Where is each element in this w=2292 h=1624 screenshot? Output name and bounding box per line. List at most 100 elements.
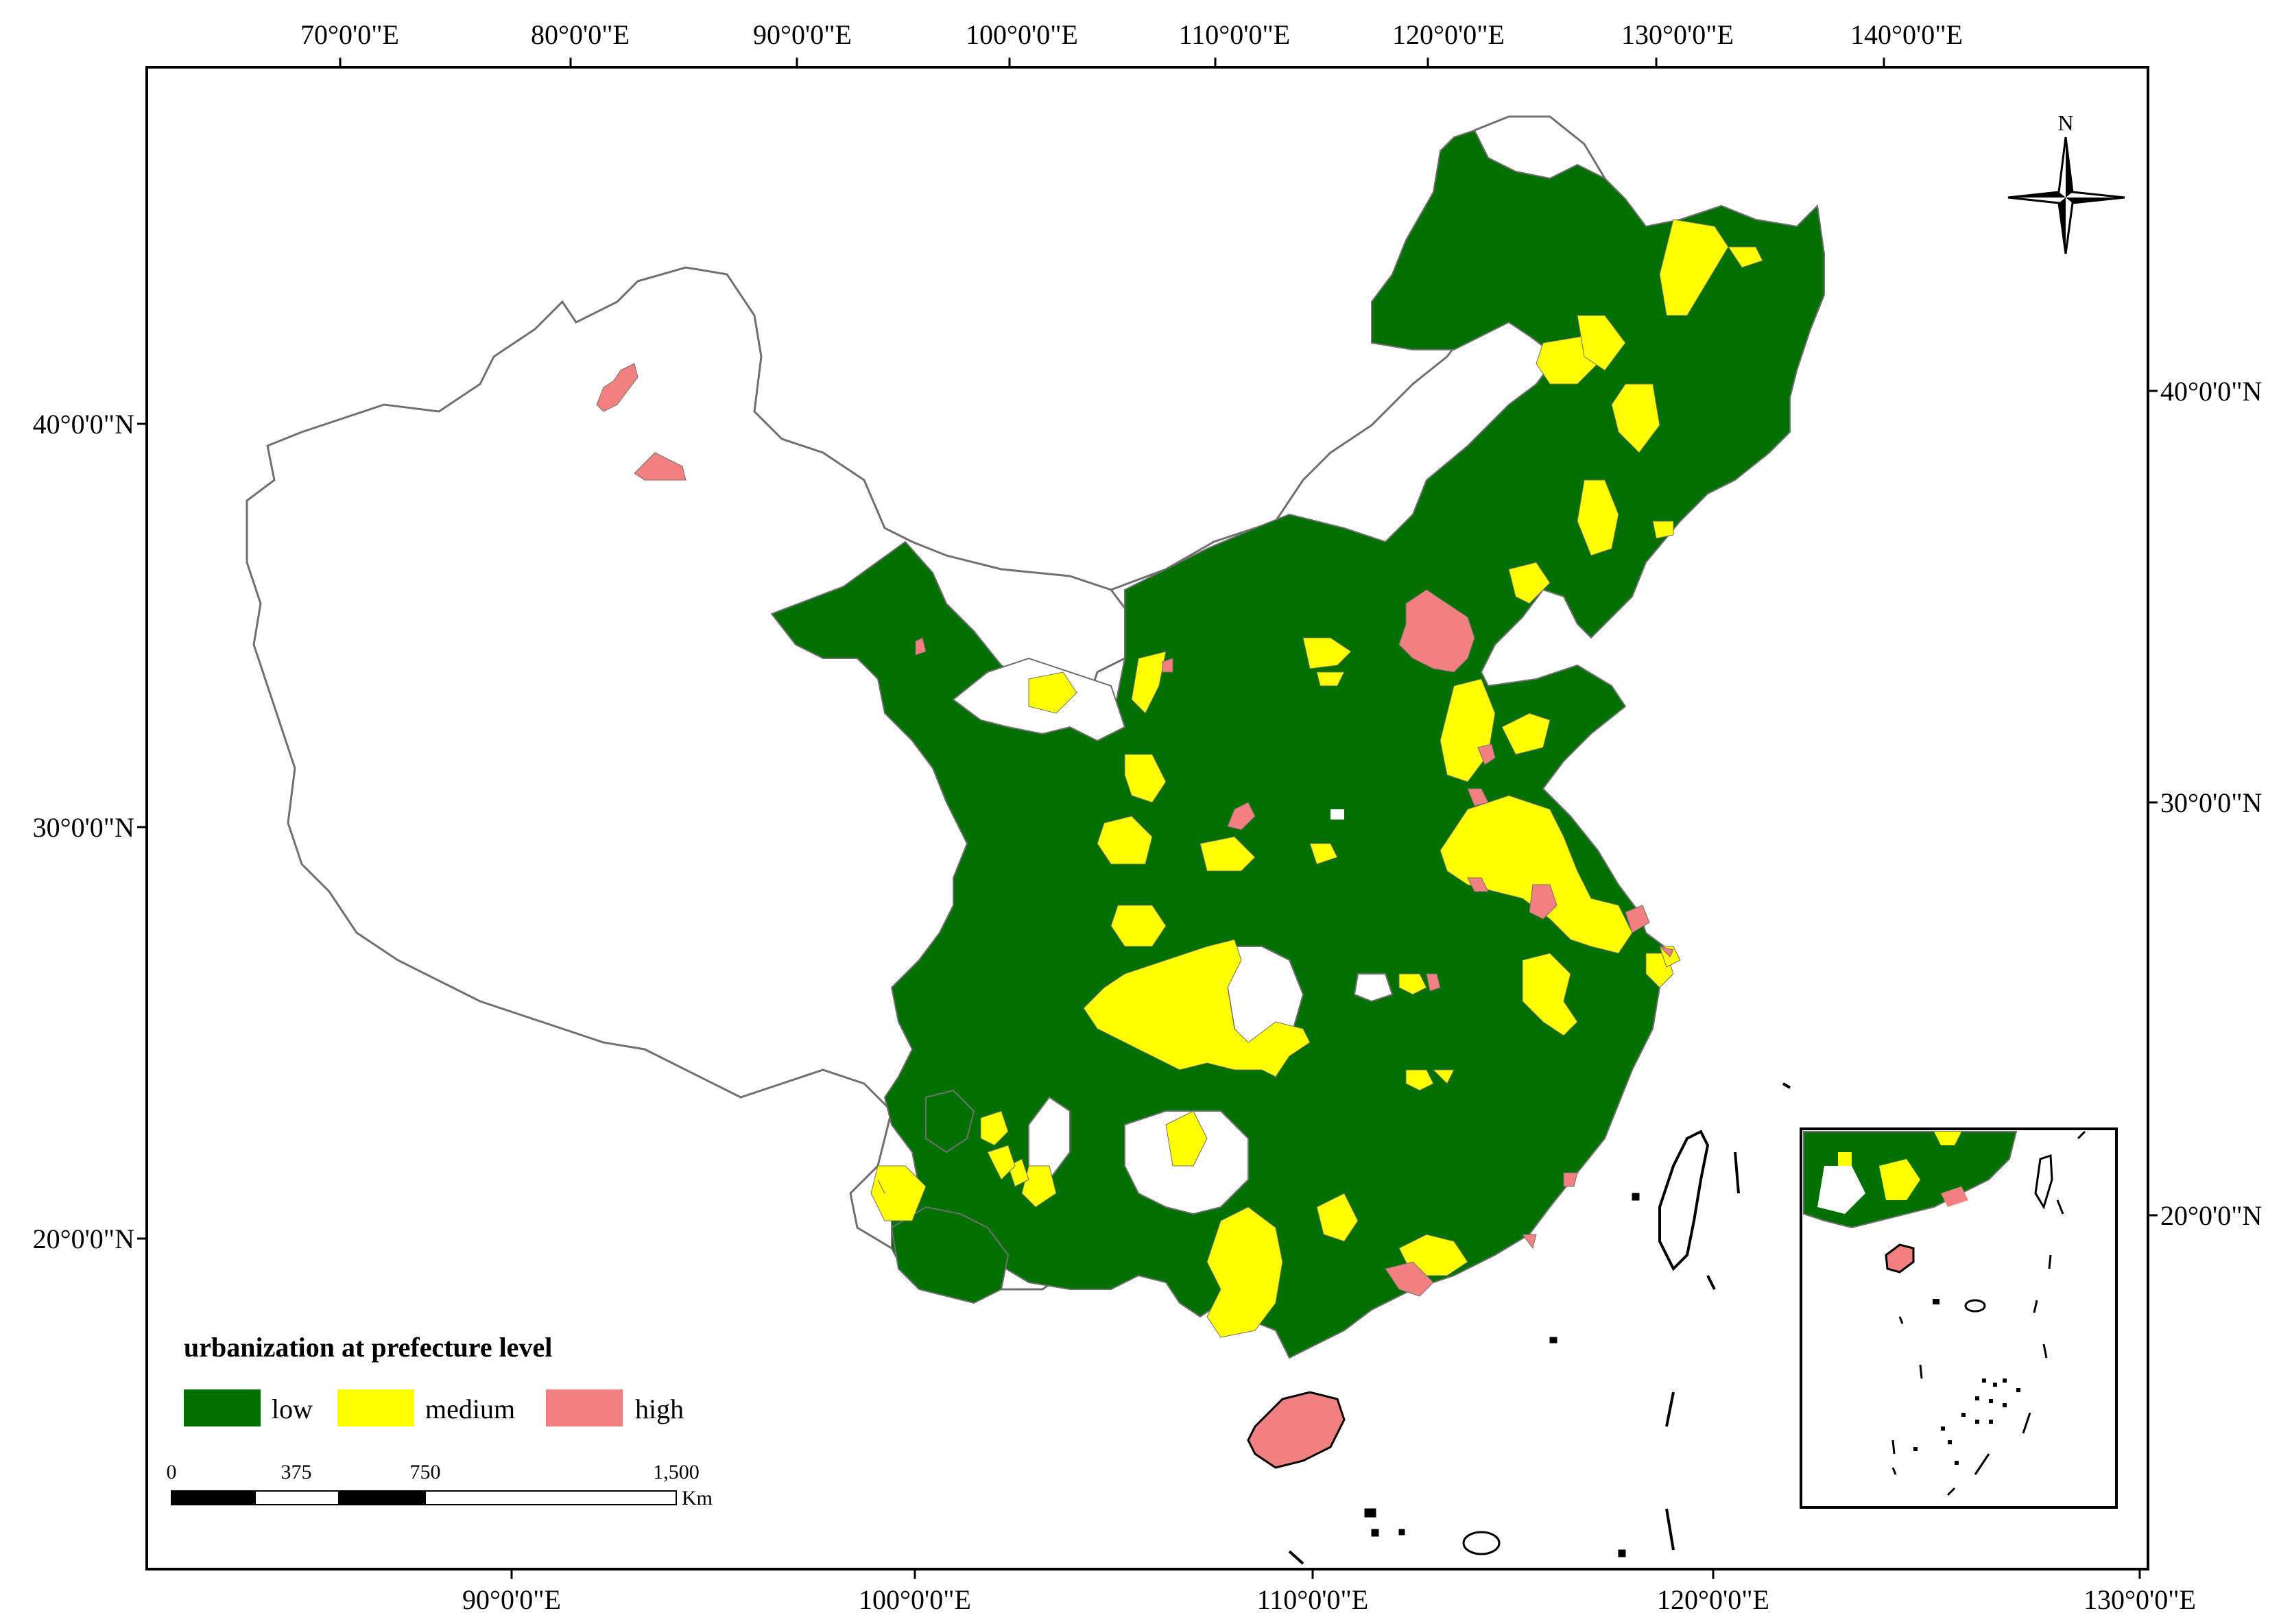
region-high [1398,589,1475,673]
inset-dash [2042,1344,2048,1359]
right-axis: 40°0'0"N 30°0'0"N 20°0'0"N [2148,376,2262,1231]
inset-islands-cluster [1913,1378,2020,1465]
scale-bar: 0 375 750 1,500 Km [167,1461,713,1509]
inset-island [1993,1383,1997,1387]
inset-island [1941,1426,1945,1431]
region-medium [1522,953,1578,1036]
top-tick-label: 120°0'0"E [1392,19,1505,50]
legend-swatch-medium [337,1389,414,1426]
inset-island [1913,1447,1918,1451]
inset-island [1933,1299,1939,1304]
north-arrow: N [2007,110,2125,254]
region-medium [1432,1069,1455,1084]
legend-swatch-low [184,1389,261,1426]
inset-dash [2022,1412,2031,1434]
south-sea-islands [1288,1082,1791,1565]
inset-island [1964,1299,1986,1313]
region-high [1625,905,1650,933]
island [1462,1531,1501,1555]
inset-land-nodata [1817,1166,1865,1214]
inset-dash [1891,1467,1897,1475]
bottom-tick-label: 120°0'0"E [1657,1584,1769,1615]
inset-dash [1919,1364,1923,1379]
region-medium [1199,836,1256,872]
region-high [1658,946,1674,957]
legend-label-high: high [635,1394,684,1424]
high-regions [596,363,1674,1469]
scale-segment [425,1490,677,1505]
region-medium [1206,1206,1283,1338]
inset-dash [1898,1316,1904,1324]
region-medium [870,1165,927,1221]
region-low [770,129,1825,1359]
inset-taiwan [2034,1154,2053,1210]
boundary-dash [1665,1508,1675,1551]
legend-label-low: low [272,1394,313,1424]
medium-regions [870,219,1763,1338]
region-medium [1577,479,1619,556]
region-medium [1309,843,1338,865]
region-high [1467,788,1489,807]
inset-island [2016,1388,2020,1392]
top-tick-label: 110°0'0"E [1179,19,1290,50]
top-tick-label: 80°0'0"E [531,19,630,50]
top-tick-label: 130°0'0"E [1621,19,1734,50]
boundary-dash [1706,1275,1716,1290]
island [1618,1549,1626,1557]
legend-title: urbanization at prefecture level [184,1332,552,1363]
north-arrow-fill [2008,192,2066,198]
bottom-tick-label: 100°0'0"E [859,1584,971,1615]
island [1364,1508,1376,1518]
legend: urbanization at prefecture level low med… [184,1332,684,1426]
region-medium [1124,754,1167,803]
left-tick-label: 30°0'0"N [33,812,134,843]
region-high [634,452,687,481]
region-high [596,363,638,412]
right-tick-label: 20°0'0"N [2160,1200,2262,1231]
region-medium [1405,1069,1434,1091]
boundary-dash [1782,1082,1791,1089]
bottom-tick-label: 90°0'0"E [462,1584,561,1615]
top-tick-label: 100°0'0"E [966,19,1078,50]
inset-map [1800,1127,2118,1509]
region-medium [1097,815,1153,865]
inset-island [1961,1413,1966,1417]
top-tick-label: 140°0'0"E [1850,19,1963,50]
scale-unit: Km [682,1487,713,1509]
scale-tick-label: 750 [410,1461,441,1483]
left-tick-label: 20°0'0"N [33,1223,134,1254]
inset-island [1955,1461,1959,1465]
region-low [925,1089,975,1154]
region-nodata [1330,809,1344,820]
region-high [1522,1234,1537,1250]
region-medium [1131,651,1167,714]
boundary-dash [1288,1550,1304,1565]
taiwan-outline [1658,1130,1710,1271]
inset-land-medium [1934,1132,1961,1145]
region-medium [1501,713,1551,755]
region-medium [1611,383,1660,453]
region-high [1426,973,1441,992]
region-high [915,637,927,656]
island [1549,1337,1557,1344]
north-arrow-fill [2059,198,2066,254]
region-medium [1659,219,1729,316]
bottom-axis: 90°0'0"E 100°0'0"E 110°0'0"E 120°0'0"E 1… [462,1569,2196,1615]
inset-island [1982,1378,1986,1383]
island [1398,1529,1405,1536]
north-arrow-label: N [2057,110,2073,135]
region-medium [1302,637,1352,669]
inset-island [1975,1396,1979,1400]
inset-island [1989,1399,1993,1403]
region-medium [980,1110,1009,1146]
inset-dash [2056,1199,2064,1215]
inset-island [2003,1403,2007,1407]
right-tick-label: 40°0'0"N [2160,376,2262,407]
region-high [1467,877,1489,892]
inset-dash [1891,1440,1896,1455]
scale-segment [338,1490,426,1505]
region-medium [987,1145,1016,1180]
boundary-dash [1734,1151,1740,1194]
scale-tick-label: 375 [281,1461,312,1483]
